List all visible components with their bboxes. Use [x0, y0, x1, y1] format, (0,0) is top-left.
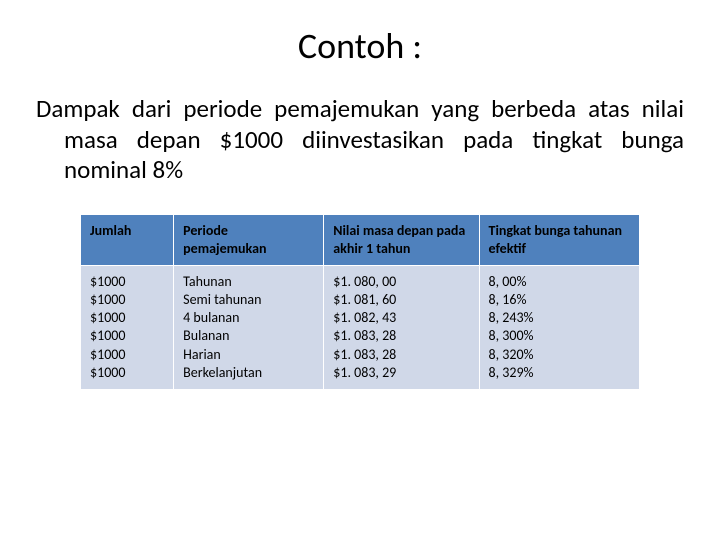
cell-jumlah: $1000$1000$1000$1000$1000$1000 [81, 265, 174, 389]
table-body-row: $1000$1000$1000$1000$1000$1000 TahunanSe… [81, 265, 640, 389]
cell-value: $1. 083, 29 [333, 364, 469, 382]
cell-value: 8, 243% [489, 309, 630, 327]
cell-value: Bulanan [183, 327, 314, 345]
cell-value: $1000 [90, 273, 164, 291]
col-jumlah: Jumlah [81, 214, 174, 265]
cell-value: Harian [183, 346, 314, 364]
cell-value: $1000 [90, 309, 164, 327]
page-title: Contoh : [30, 24, 690, 68]
table-header-row: Jumlah Periode pemajemukan Nilai masa de… [81, 214, 640, 265]
cell-value: $1000 [90, 364, 164, 382]
cell-value: 8, 16% [489, 291, 630, 309]
cell-value: 8, 00% [489, 273, 630, 291]
compounding-table: Jumlah Periode pemajemukan Nilai masa de… [80, 214, 640, 391]
col-tingkat: Tingkat bunga tahunan efektif [479, 214, 639, 265]
cell-periode: TahunanSemi tahunan4 bulananBulananHaria… [174, 265, 324, 389]
body-paragraph-text: Dampak dari periode pemajemukan yang ber… [36, 94, 684, 186]
cell-tingkat: 8, 00%8, 16%8, 243%8, 300%8, 320%8, 329% [479, 265, 639, 389]
cell-value: 8, 320% [489, 346, 630, 364]
cell-value: $1000 [90, 291, 164, 309]
cell-value: $1000 [90, 327, 164, 345]
slide: Contoh : Dampak dari periode pemajemukan… [0, 0, 720, 540]
col-nilai: Nilai masa depan pada akhir 1 tahun [324, 214, 479, 265]
cell-value: $1. 080, 00 [333, 273, 469, 291]
cell-value: $1. 083, 28 [333, 327, 469, 345]
body-paragraph: Dampak dari periode pemajemukan yang ber… [30, 94, 690, 186]
cell-value: Berkelanjutan [183, 364, 314, 382]
cell-value: Tahunan [183, 273, 314, 291]
cell-value: $1. 082, 43 [333, 309, 469, 327]
cell-value: $1000 [90, 346, 164, 364]
cell-value: Semi tahunan [183, 291, 314, 309]
cell-value: 8, 300% [489, 327, 630, 345]
col-periode: Periode pemajemukan [174, 214, 324, 265]
cell-nilai: $1. 080, 00$1. 081, 60$1. 082, 43$1. 083… [324, 265, 479, 389]
cell-value: 4 bulanan [183, 309, 314, 327]
cell-value: $1. 083, 28 [333, 346, 469, 364]
cell-value: $1. 081, 60 [333, 291, 469, 309]
cell-value: 8, 329% [489, 364, 630, 382]
